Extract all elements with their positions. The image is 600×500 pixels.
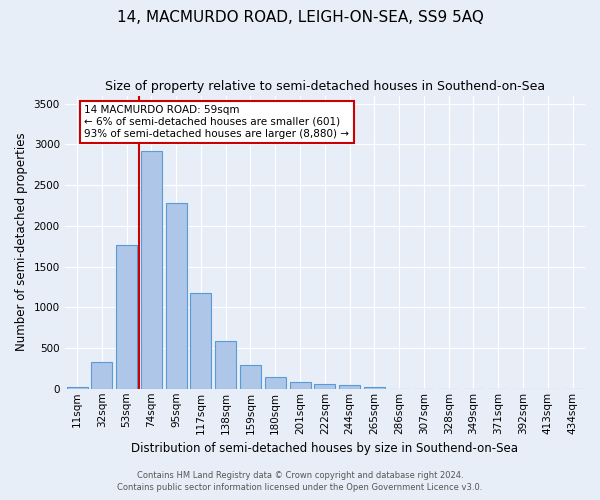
Bar [116,246,137,389]
Bar [141,151,162,389]
Bar [166,203,187,389]
X-axis label: Distribution of semi-detached houses by size in Southend-on-Sea: Distribution of semi-detached houses by … [131,442,518,455]
Text: 14, MACMURDO ROAD, LEIGH-ON-SEA, SS9 5AQ: 14, MACMURDO ROAD, LEIGH-ON-SEA, SS9 5AQ [116,10,484,25]
Bar [215,340,236,389]
Title: Size of property relative to semi-detached houses in Southend-on-Sea: Size of property relative to semi-detach… [105,80,545,93]
Y-axis label: Number of semi-detached properties: Number of semi-detached properties [15,133,28,352]
Bar [364,387,385,389]
Bar [190,292,211,389]
Bar [314,384,335,389]
Bar [265,378,286,389]
Text: 14 MACMURDO ROAD: 59sqm
← 6% of semi-detached houses are smaller (601)
93% of se: 14 MACMURDO ROAD: 59sqm ← 6% of semi-det… [85,106,349,138]
Bar [339,384,360,389]
Bar [67,387,88,389]
Bar [290,382,311,389]
Bar [240,364,261,389]
Bar [91,362,112,389]
Text: Contains HM Land Registry data © Crown copyright and database right 2024.
Contai: Contains HM Land Registry data © Crown c… [118,471,482,492]
